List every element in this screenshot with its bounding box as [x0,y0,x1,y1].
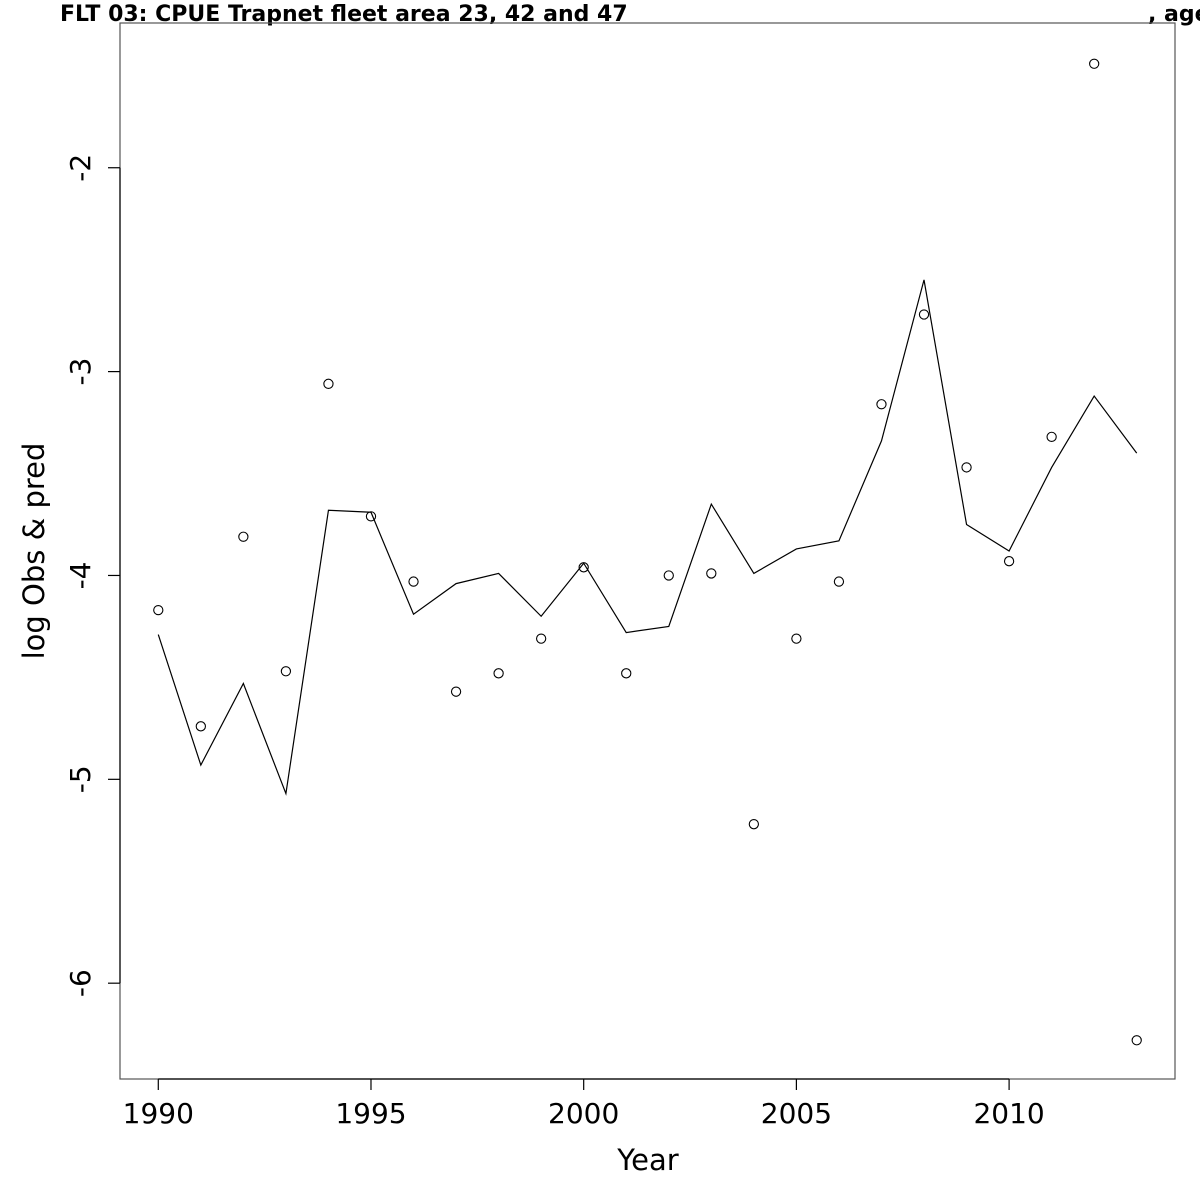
predicted-line [157,279,1138,796]
observed-point [238,531,249,542]
y-axis-label: log Obs & pred [17,443,51,660]
x-tick-label: 2010 [973,1097,1044,1130]
y-tick-label: -3 [64,358,97,386]
observed-point [791,633,802,644]
x-tick-label: 1995 [335,1097,406,1130]
observed-point [535,633,547,644]
y-axis: -6 -5 -4 -3 -2 [64,154,121,997]
observed-point [748,819,760,830]
observed-point [961,462,972,473]
y-tick-label: -6 [64,969,97,997]
observed-point [1131,1035,1142,1046]
observed-point [323,378,334,389]
x-tick-label: 2005 [761,1097,832,1130]
predicted-line-series [157,279,1138,796]
x-tick-label: 1990 [123,1097,194,1130]
y-tick-label: -4 [64,562,97,590]
observed-point [365,511,377,522]
observed-point [493,668,504,679]
observed-point [1003,556,1015,567]
observed-point [1046,431,1057,442]
x-tick-label: 2000 [548,1097,619,1130]
observed-point [408,576,419,587]
observed-point [706,568,717,579]
x-axis: 1990 1995 2000 2005 2010 [123,1078,1045,1130]
observed-point [876,399,887,410]
observed-point [663,570,674,581]
observed-points-series [153,58,1142,1046]
observed-point [450,686,462,697]
observed-point [918,309,930,320]
observed-point [1089,58,1100,69]
observed-point [621,668,632,679]
observed-point [280,666,292,677]
observed-point [578,562,589,573]
observed-point [153,604,164,616]
plot-frame [119,22,1176,1080]
observed-point [833,576,845,587]
observed-point [195,721,206,732]
y-tick-label: -2 [64,154,97,182]
x-axis-label: Year [616,1143,678,1177]
y-tick-label: -5 [64,765,97,793]
